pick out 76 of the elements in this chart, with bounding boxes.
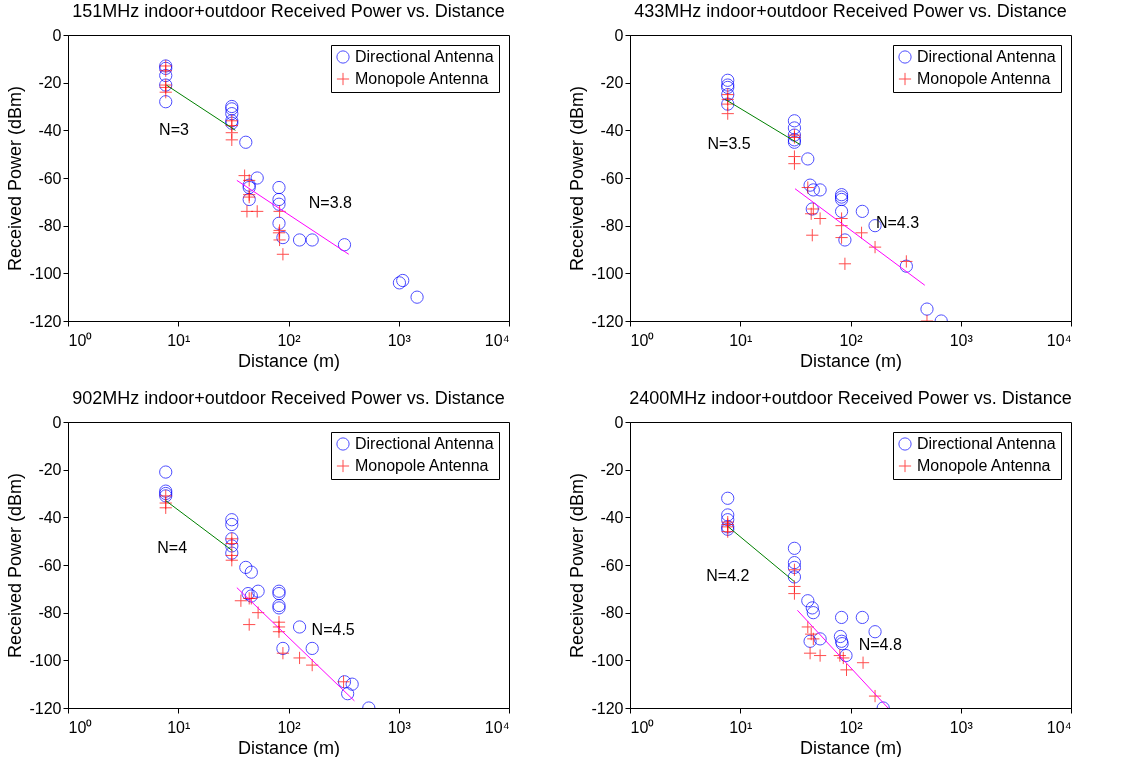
x-axis-title: Distance (m) — [237, 350, 341, 371]
annotation: N=4.2 — [706, 567, 750, 585]
y-tick-label: -120 — [591, 699, 624, 717]
y-tick-label: -20 — [600, 74, 624, 92]
y-axis-title: Received Power (dBm) — [567, 85, 588, 272]
y-tick-label: -100 — [591, 651, 624, 669]
y-tick-label: -100 — [591, 264, 624, 282]
legend-label: Monopole Antenna — [355, 457, 489, 474]
chart-title: 2400MHz indoor+outdoor Received Power vs. Distance — [629, 388, 1072, 408]
x-tick-label: 10² — [277, 331, 302, 349]
y-tick-label: -20 — [600, 461, 624, 479]
chart-title: 433MHz indoor+outdoor Received Power vs. Distance — [634, 1, 1067, 21]
y-tick-label: -40 — [38, 508, 62, 526]
x-tick-label: 10¹ — [167, 718, 191, 736]
legend-label: Monopole Antenna — [917, 70, 1051, 87]
x-tick-label: 10⁰ — [630, 331, 655, 349]
x-tick-label: 10¹ — [167, 331, 191, 349]
x-tick-label: 10² — [839, 331, 864, 349]
x-tick-label: 10³ — [387, 331, 412, 349]
x-tick-label: 10⁴ — [1046, 718, 1072, 736]
x-tick-label: 10⁰ — [630, 718, 655, 736]
y-tick-label: -20 — [38, 461, 62, 479]
annotation: N=4.3 — [875, 213, 920, 231]
chart-title: 902MHz indoor+outdoor Received Power vs. Distance — [72, 388, 505, 408]
x-tick-label: 10⁴ — [484, 331, 510, 349]
chart-title: 151MHz indoor+outdoor Received Power vs. Distance — [72, 1, 505, 21]
y-tick-label: -80 — [600, 604, 624, 622]
x-tick-label: 10¹ — [729, 331, 753, 349]
annotation: N=4 — [157, 538, 188, 556]
y-tick-label: -120 — [29, 312, 62, 330]
legend-label: Directional Antenna — [355, 435, 494, 452]
x-tick-label: 10² — [277, 718, 302, 736]
x-axis-title: Distance (m) — [799, 350, 903, 371]
y-axis-title: Received Power (dBm) — [567, 472, 588, 659]
y-axis-title: Received Power (dBm) — [5, 472, 26, 659]
x-tick-label: 10⁰ — [68, 331, 93, 349]
annotation: N=3.5 — [707, 134, 751, 152]
y-tick-label: 0 — [52, 413, 62, 431]
legend-label: Directional Antenna — [917, 435, 1056, 452]
x-tick-label: 10¹ — [729, 718, 753, 736]
y-tick-label: -80 — [38, 217, 62, 235]
y-tick-label: -40 — [600, 508, 624, 526]
legend-label: Monopole Antenna — [355, 70, 489, 87]
annotation: N=3.8 — [308, 194, 353, 212]
y-tick-label: -60 — [38, 556, 62, 574]
x-tick-label: 10³ — [387, 718, 412, 736]
legend-label: Directional Antenna — [917, 48, 1056, 65]
x-tick-label: 10² — [839, 718, 864, 736]
x-tick-label: 10³ — [949, 718, 974, 736]
annotation: N=4.8 — [858, 636, 902, 654]
y-tick-label: 0 — [52, 26, 62, 44]
y-tick-label: -40 — [600, 121, 624, 139]
x-axis-title: Distance (m) — [799, 737, 903, 757]
y-tick-label: -80 — [600, 217, 624, 235]
x-axis-title: Distance (m) — [237, 737, 341, 757]
x-tick-label: 10⁴ — [484, 718, 510, 736]
annotation: N=3 — [159, 120, 189, 138]
y-tick-label: 0 — [614, 413, 624, 431]
y-tick-label: -100 — [29, 264, 62, 282]
annotation: N=4.5 — [311, 621, 355, 639]
y-tick-label: -40 — [38, 121, 62, 139]
y-tick-label: -60 — [600, 169, 624, 187]
y-tick-label: -100 — [29, 651, 62, 669]
x-tick-label: 10⁰ — [68, 718, 93, 736]
legend-label: Monopole Antenna — [917, 457, 1051, 474]
y-tick-label: 0 — [614, 26, 624, 44]
y-axis-title: Received Power (dBm) — [5, 85, 26, 272]
y-tick-label: -60 — [600, 556, 624, 574]
legend-label: Directional Antenna — [355, 48, 494, 65]
x-tick-label: 10³ — [949, 331, 974, 349]
x-tick-label: 10⁴ — [1046, 331, 1072, 349]
y-tick-label: -20 — [38, 74, 62, 92]
y-tick-label: -120 — [29, 699, 62, 717]
y-tick-label: -60 — [38, 169, 62, 187]
y-tick-label: -120 — [591, 312, 624, 330]
y-tick-label: -80 — [38, 604, 62, 622]
